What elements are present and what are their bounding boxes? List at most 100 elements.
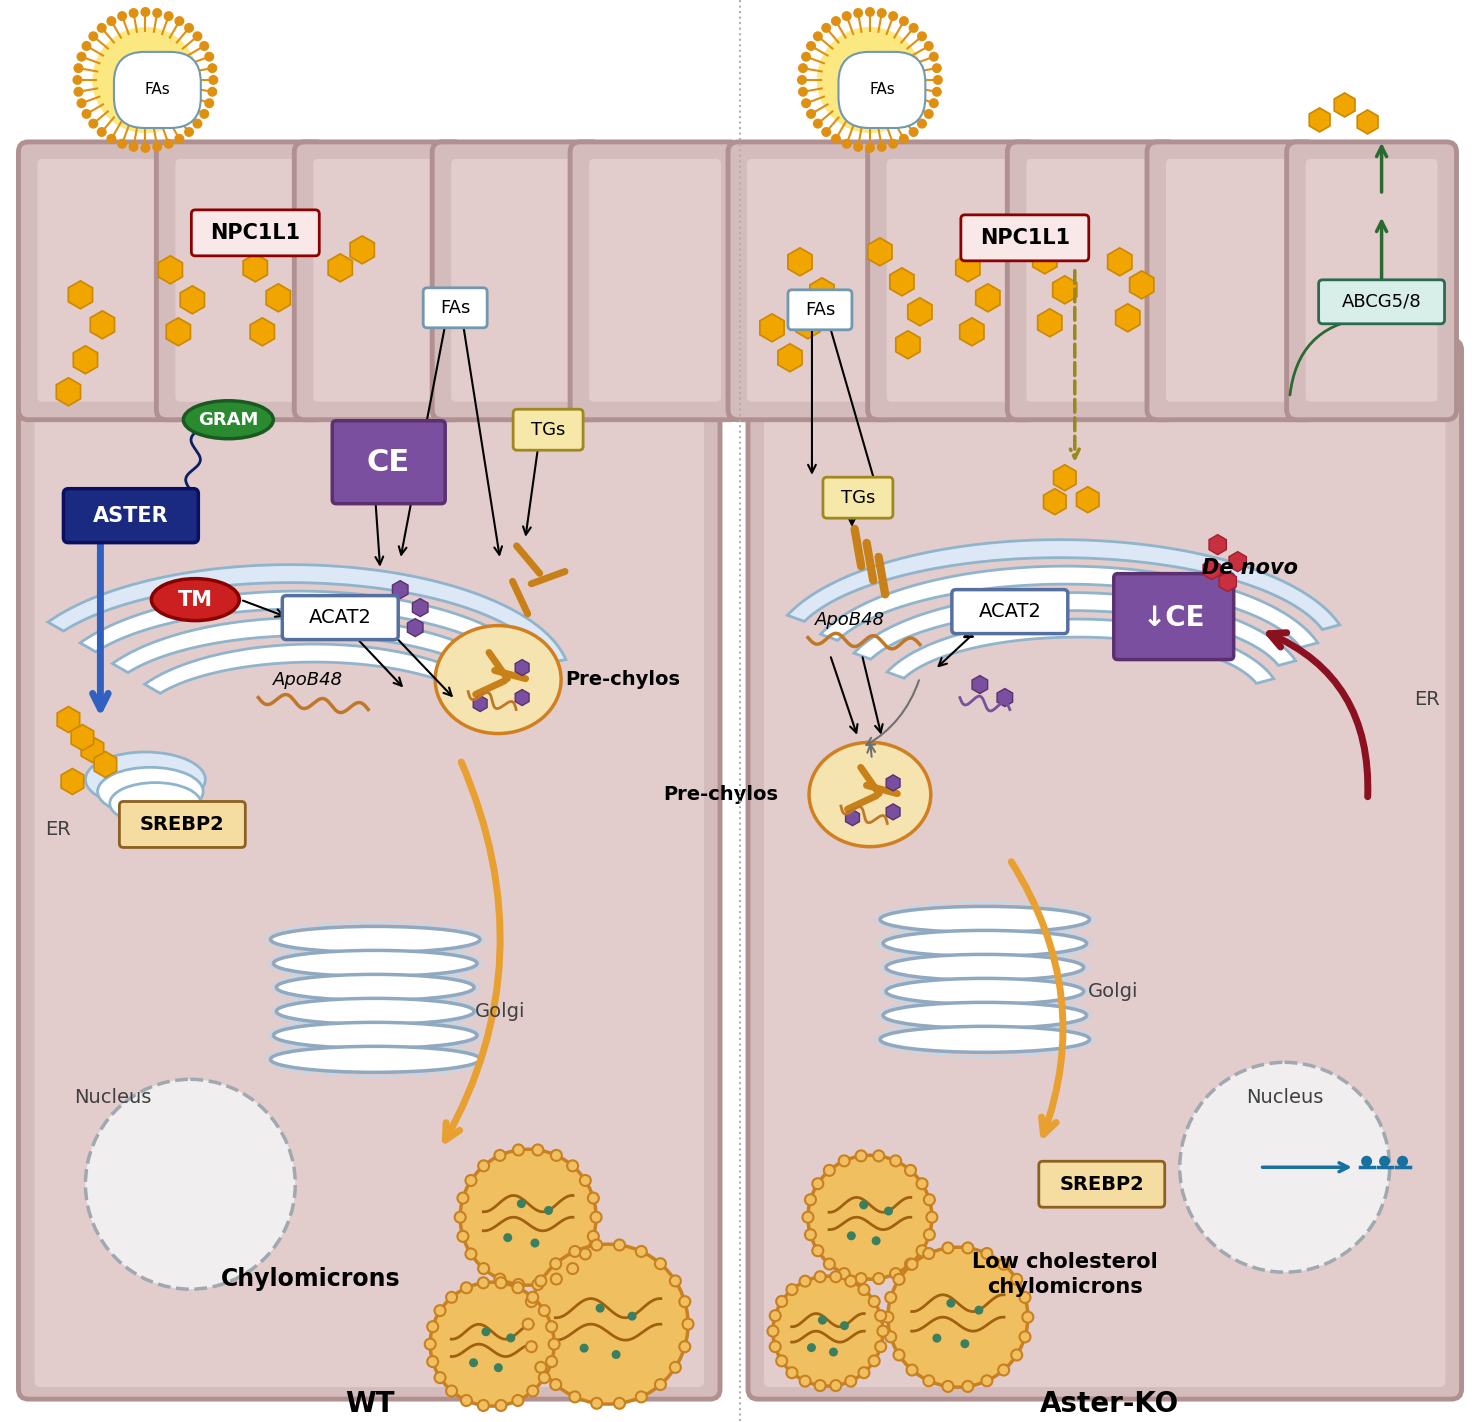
Circle shape	[829, 1348, 838, 1357]
Polygon shape	[887, 803, 900, 820]
Circle shape	[924, 1375, 934, 1386]
Circle shape	[845, 1276, 857, 1287]
FancyBboxPatch shape	[34, 354, 704, 1386]
Circle shape	[129, 9, 139, 18]
Circle shape	[89, 118, 98, 128]
Polygon shape	[870, 61, 889, 82]
FancyBboxPatch shape	[764, 354, 1446, 1386]
Polygon shape	[1357, 109, 1378, 134]
Circle shape	[204, 98, 215, 108]
Circle shape	[882, 1311, 894, 1322]
Ellipse shape	[887, 978, 1083, 1004]
Circle shape	[152, 9, 163, 18]
Circle shape	[588, 1193, 599, 1203]
Polygon shape	[1043, 489, 1066, 515]
Circle shape	[876, 9, 887, 18]
Text: Nucleus: Nucleus	[1246, 1088, 1323, 1106]
Circle shape	[528, 1244, 688, 1404]
Circle shape	[591, 1212, 601, 1223]
Circle shape	[512, 1395, 524, 1406]
Circle shape	[924, 1249, 934, 1258]
Ellipse shape	[435, 626, 561, 734]
Circle shape	[514, 1278, 524, 1290]
Polygon shape	[145, 644, 508, 714]
FancyBboxPatch shape	[747, 340, 1462, 1399]
Circle shape	[1011, 1349, 1023, 1361]
Circle shape	[551, 1258, 561, 1270]
Circle shape	[670, 1276, 681, 1287]
Circle shape	[107, 134, 117, 144]
FancyBboxPatch shape	[451, 159, 583, 402]
Circle shape	[628, 1311, 636, 1321]
Circle shape	[773, 1276, 884, 1386]
Polygon shape	[329, 255, 352, 282]
Circle shape	[943, 1243, 953, 1253]
Text: Pre-chylos: Pre-chylos	[663, 785, 778, 803]
FancyBboxPatch shape	[1114, 573, 1234, 660]
Circle shape	[841, 1321, 850, 1330]
FancyBboxPatch shape	[747, 159, 879, 402]
Polygon shape	[474, 695, 487, 711]
Circle shape	[898, 16, 909, 26]
Circle shape	[81, 109, 92, 119]
Circle shape	[207, 87, 218, 97]
Circle shape	[796, 75, 807, 85]
Circle shape	[873, 1273, 884, 1284]
Ellipse shape	[274, 1022, 477, 1048]
Circle shape	[514, 1145, 524, 1156]
FancyBboxPatch shape	[1039, 1162, 1165, 1207]
Text: ACAT2: ACAT2	[978, 602, 1042, 621]
Circle shape	[679, 1341, 690, 1352]
Circle shape	[916, 1179, 928, 1189]
Circle shape	[961, 1340, 969, 1348]
Polygon shape	[975, 284, 1000, 311]
Circle shape	[842, 11, 851, 21]
Text: Nucleus: Nucleus	[74, 1088, 151, 1106]
Circle shape	[801, 51, 811, 61]
Circle shape	[431, 1283, 554, 1406]
Circle shape	[1023, 1311, 1033, 1322]
Polygon shape	[848, 57, 867, 80]
Circle shape	[814, 1381, 826, 1391]
Circle shape	[435, 1305, 445, 1317]
Polygon shape	[956, 255, 980, 282]
Circle shape	[496, 1277, 506, 1288]
FancyBboxPatch shape	[333, 421, 445, 503]
Polygon shape	[959, 317, 984, 346]
Circle shape	[858, 1367, 869, 1378]
Circle shape	[656, 1379, 666, 1391]
Polygon shape	[1037, 309, 1063, 337]
Circle shape	[909, 23, 919, 33]
Circle shape	[1397, 1156, 1407, 1167]
Polygon shape	[787, 247, 813, 276]
Circle shape	[798, 87, 808, 97]
FancyBboxPatch shape	[867, 142, 1037, 419]
Circle shape	[546, 1357, 556, 1367]
Circle shape	[799, 1375, 811, 1386]
Circle shape	[807, 41, 815, 51]
Circle shape	[591, 1398, 602, 1409]
Circle shape	[869, 1355, 879, 1367]
Text: FAs: FAs	[869, 82, 895, 98]
FancyBboxPatch shape	[314, 159, 445, 402]
Circle shape	[813, 1179, 823, 1189]
Circle shape	[864, 7, 875, 17]
Circle shape	[539, 1372, 549, 1384]
Circle shape	[428, 1321, 438, 1332]
FancyBboxPatch shape	[952, 590, 1067, 634]
Circle shape	[962, 1243, 974, 1253]
Text: ER: ER	[46, 820, 71, 839]
Circle shape	[875, 1341, 887, 1352]
Circle shape	[494, 1150, 505, 1160]
Circle shape	[549, 1338, 559, 1349]
Circle shape	[567, 1160, 579, 1172]
Circle shape	[807, 109, 815, 119]
FancyBboxPatch shape	[432, 142, 602, 419]
Text: TGs: TGs	[841, 489, 875, 506]
FancyBboxPatch shape	[1305, 159, 1437, 402]
Circle shape	[842, 139, 851, 149]
Circle shape	[929, 98, 938, 108]
Circle shape	[885, 1293, 897, 1303]
Polygon shape	[854, 593, 1295, 665]
Circle shape	[533, 1278, 543, 1290]
